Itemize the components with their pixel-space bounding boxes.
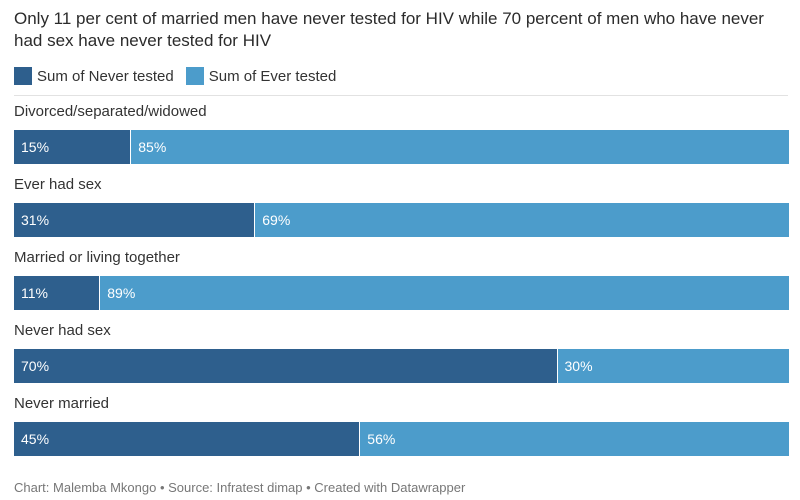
category-label: Never married (14, 395, 110, 412)
bar-segment-sum-of-never-tested: 31% (14, 203, 255, 237)
legend: Sum of Never tested Sum of Ever tested (14, 66, 348, 86)
bar-segment-sum-of-ever-tested: 30% (556, 349, 789, 383)
data-label: 11% (21, 285, 48, 301)
bar-segment-sum-of-ever-tested: 85% (130, 130, 789, 164)
bar-row-never-married: Never married 45% 56% (14, 395, 789, 468)
data-label: 89% (107, 285, 136, 301)
legend-swatch-never-tested (14, 67, 32, 85)
category-label: Married or living together (14, 249, 180, 266)
bar-segment-sum-of-ever-tested: 89% (99, 276, 789, 310)
legend-label-never-tested: Sum of Never tested (37, 67, 174, 85)
chart-title: Only 11 per cent of married men have nev… (14, 9, 764, 50)
data-label: 30% (564, 358, 593, 374)
data-label: 15% (21, 139, 50, 155)
legend-item-ever-tested: Sum of Ever tested (185, 67, 337, 85)
chart-footer: Chart: Malemba Mkongo • Source: Infrates… (14, 480, 466, 495)
bar-track: 70% 30% (14, 349, 789, 383)
bar-track: 11% 89% (14, 276, 789, 310)
data-label: 69% (262, 212, 291, 228)
bar-track: 31% 69% (14, 203, 789, 237)
bar-row-divorced-separated-widowed: Divorced/separated/widowed 15% 85% (14, 103, 789, 176)
data-label: 56% (367, 431, 396, 447)
category-label: Never had sex (14, 322, 111, 339)
category-label: Divorced/separated/widowed (14, 103, 207, 120)
bar-segment-sum-of-never-tested: 15% (14, 130, 131, 164)
bar-segment-sum-of-never-tested: 45% (14, 422, 360, 456)
divider (14, 95, 788, 96)
data-label: 70% (21, 358, 50, 374)
legend-item-never-tested: Sum of Never tested (14, 67, 174, 85)
bar-segment-sum-of-ever-tested: 56% (359, 422, 789, 456)
bar-row-married-or-living-together: Married or living together 11% 89% (14, 249, 789, 322)
bar-segment-sum-of-ever-tested: 69% (254, 203, 789, 237)
data-label: 85% (138, 139, 167, 155)
bar-track: 15% 85% (14, 130, 789, 164)
bar-segment-sum-of-never-tested: 70% (14, 349, 557, 383)
bar-chart: Divorced/separated/widowed 15% 85% Ever had… (14, 103, 789, 468)
data-label: 45% (21, 431, 50, 447)
legend-label-ever-tested: Sum of Ever tested (208, 67, 337, 85)
bar-row-never-had-sex: Never had sex 70% 30% (14, 322, 789, 395)
bar-segment-sum-of-never-tested: 11% (14, 276, 100, 310)
category-label: Ever had sex (14, 176, 102, 193)
data-label: 31% (21, 212, 50, 228)
bar-track: 45% 56% (14, 422, 789, 456)
legend-swatch-ever-tested (185, 67, 204, 85)
bar-row-ever-had-sex: Ever had sex 31% 69% (14, 176, 789, 249)
